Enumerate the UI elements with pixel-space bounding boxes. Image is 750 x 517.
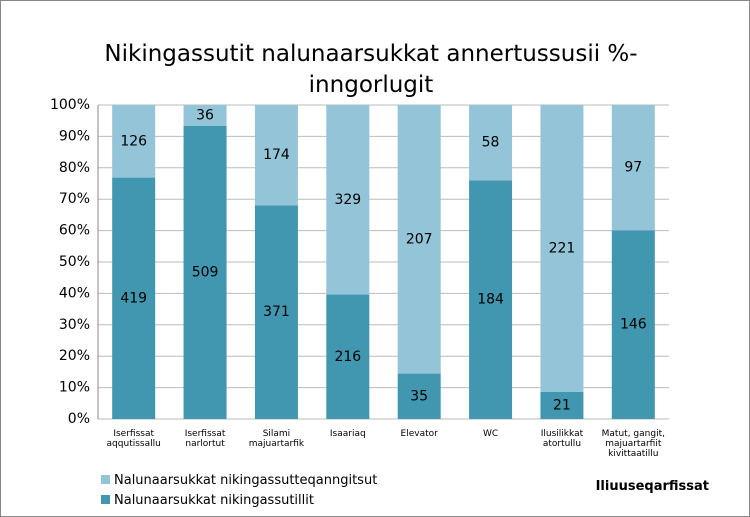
data-label: 36	[196, 107, 214, 123]
data-label: 216	[334, 349, 361, 365]
data-label: 146	[620, 317, 647, 333]
data-label: 126	[120, 133, 147, 149]
y-tick-label: 20%	[59, 348, 90, 364]
legend-swatch	[101, 475, 110, 484]
legend-swatch	[101, 495, 110, 504]
bar-segment	[112, 177, 156, 419]
legend-entry: Nalunaarsukkat nikingassutteqanngitsut	[101, 473, 377, 488]
bar-segment	[397, 373, 441, 419]
data-label: 97	[624, 160, 642, 176]
bar-segment	[469, 180, 513, 419]
bar-segment	[469, 105, 513, 181]
legend-entry: Nalunaarsukkat nikingassutillit	[101, 493, 314, 508]
x-tick-label: Matut, gangit, majuartarfiit kivittaatil…	[601, 429, 665, 459]
data-label: 58	[482, 135, 500, 151]
bar-segment	[112, 105, 156, 178]
data-label: 419	[120, 290, 147, 306]
bar-segment	[254, 205, 298, 419]
data-label: 329	[334, 192, 361, 208]
y-tick-label: 30%	[59, 317, 90, 333]
chart-title: Nikingassutit nalunaarsukkat annertussus…	[104, 41, 638, 98]
x-tick-label: Elevator	[400, 429, 438, 439]
x-tick-label: WC	[482, 429, 499, 439]
y-tick-label: 80%	[59, 160, 90, 176]
data-label: 174	[263, 147, 290, 163]
y-tick-label: 40%	[59, 285, 90, 301]
data-label: 221	[549, 240, 576, 256]
bar-segment	[254, 105, 298, 206]
y-tick-label: 100%	[50, 97, 90, 113]
data-label: 35	[410, 388, 428, 404]
data-label: 21	[553, 397, 571, 413]
y-tick-label: 60%	[59, 223, 90, 239]
bar-segment	[183, 125, 227, 420]
bar-segment	[540, 105, 584, 392]
data-label: 207	[406, 231, 433, 247]
legend-label: Nalunaarsukkat nikingassutillit	[114, 493, 314, 508]
bar-segment	[540, 391, 584, 419]
y-tick-label: 10%	[59, 380, 90, 396]
x-tick-label: Silami majuartarfik	[248, 429, 305, 449]
bar-segment	[397, 105, 441, 374]
x-tick-label: Iserfissat narlortut	[184, 429, 226, 449]
legend-label: Nalunaarsukkat nikingassutteqanngitsut	[114, 473, 378, 488]
bar-segment	[326, 105, 370, 295]
x-axis-label: Iliuuseqarfissat	[595, 479, 709, 494]
x-tick-label: Ilusilikkat atortullu	[540, 429, 584, 449]
data-label: 371	[263, 304, 290, 320]
y-tick-label: 50%	[59, 254, 90, 270]
bar-segment	[183, 105, 227, 126]
x-tick-label: Iserfissat aqqutissallu	[106, 429, 161, 449]
x-tick-label: Isaariaq	[329, 429, 366, 439]
bar-segment	[611, 105, 655, 231]
y-tick-label: 90%	[59, 128, 90, 144]
data-label: 509	[192, 264, 219, 280]
bar-segment	[326, 294, 370, 419]
y-tick-label: 0%	[68, 411, 90, 427]
y-tick-label: 70%	[59, 191, 90, 207]
bar-segment	[611, 230, 655, 419]
data-label: 184	[477, 292, 504, 308]
